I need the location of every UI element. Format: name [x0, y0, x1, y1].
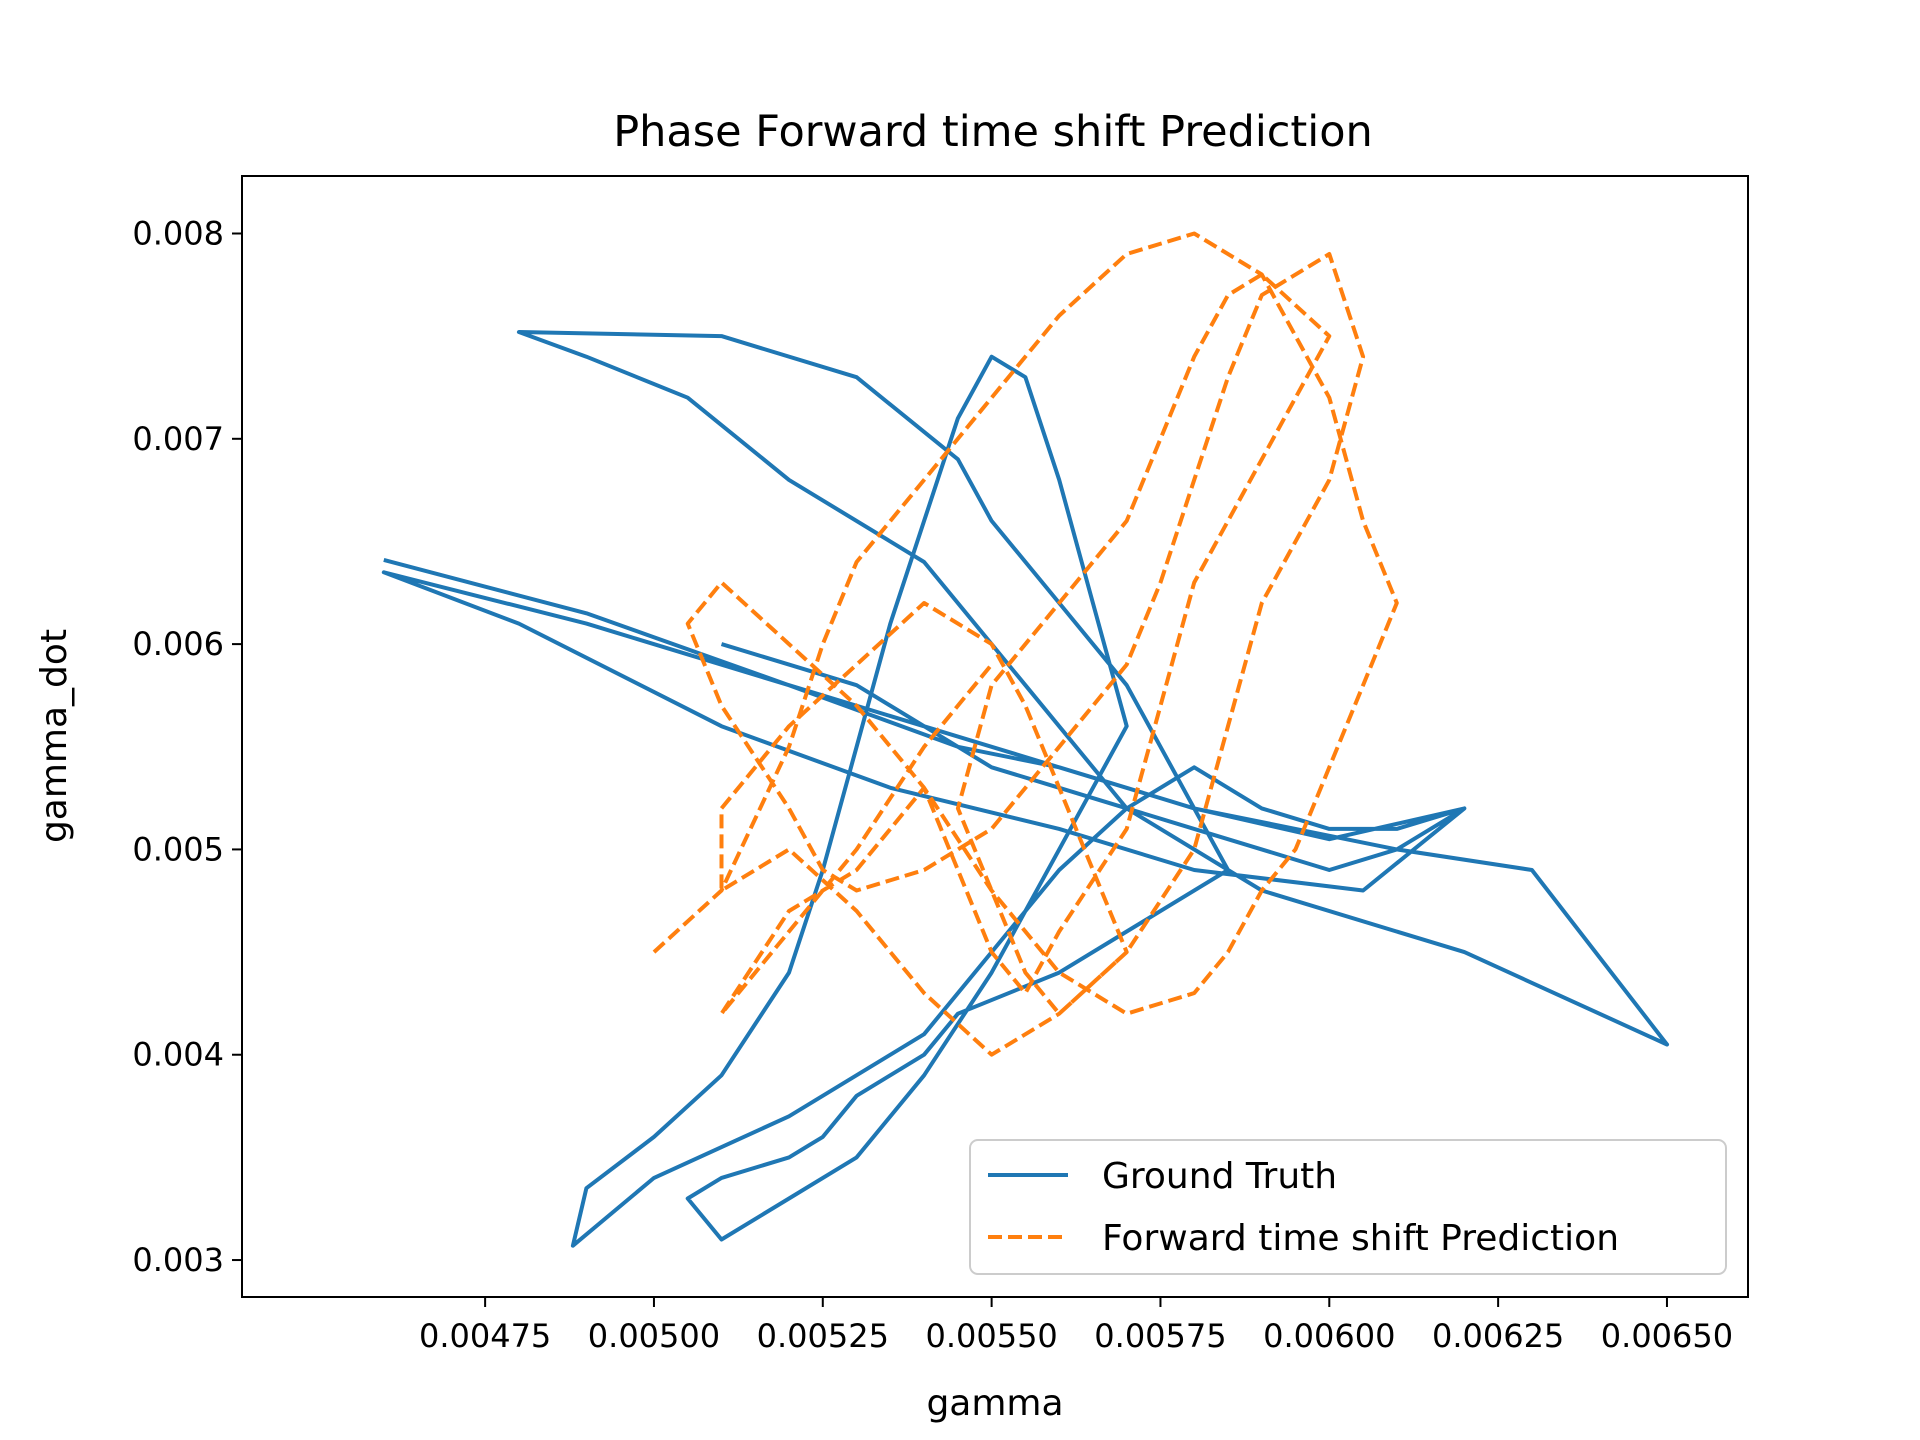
- x-tick-label: 0.00525: [757, 1317, 889, 1355]
- y-tick-label: 0.005: [132, 830, 224, 868]
- x-tick-label: 0.00575: [1094, 1317, 1226, 1355]
- legend: Ground Truth Forward time shift Predictio…: [969, 1139, 1727, 1275]
- y-tick-label: 0.008: [132, 214, 224, 252]
- y-axis: 0.003 0.004 0.005 0.006 0.007 0.008: [132, 214, 242, 1279]
- legend-label-2: Forward time shift Prediction: [1102, 1218, 1619, 1259]
- y-tick-label: 0.006: [132, 625, 224, 663]
- x-tick-label: 0.00600: [1263, 1317, 1395, 1355]
- y-axis-label: gamma_dot: [34, 629, 75, 843]
- x-tick-label: 0.00650: [1601, 1317, 1733, 1355]
- x-tick-label: 0.00550: [925, 1317, 1057, 1355]
- plot-frame: [241, 175, 1749, 1298]
- y-tick-label: 0.004: [132, 1036, 224, 1074]
- series-line-1: [381, 330, 1669, 1248]
- chart-title: Phase Forward time shift Prediction: [613, 107, 1373, 157]
- y-tick-label: 0.007: [132, 420, 224, 458]
- legend-box: [969, 1139, 1727, 1275]
- y-tick-label: 0.003: [132, 1241, 224, 1279]
- series-layer: [381, 231, 1669, 1248]
- x-axis: 0.00475 0.00500 0.00525 0.00550 0.00575 0.006…: [419, 1297, 1733, 1355]
- x-tick-label: 0.00625: [1432, 1317, 1564, 1355]
- x-tick-label: 0.00475: [419, 1317, 551, 1355]
- x-tick-label: 0.00500: [588, 1317, 720, 1355]
- series-line-2: [652, 231, 1399, 1057]
- legend-label-1: Ground Truth: [1102, 1156, 1337, 1197]
- x-axis-label: gamma: [926, 1383, 1063, 1424]
- plot-area: [241, 175, 1749, 1298]
